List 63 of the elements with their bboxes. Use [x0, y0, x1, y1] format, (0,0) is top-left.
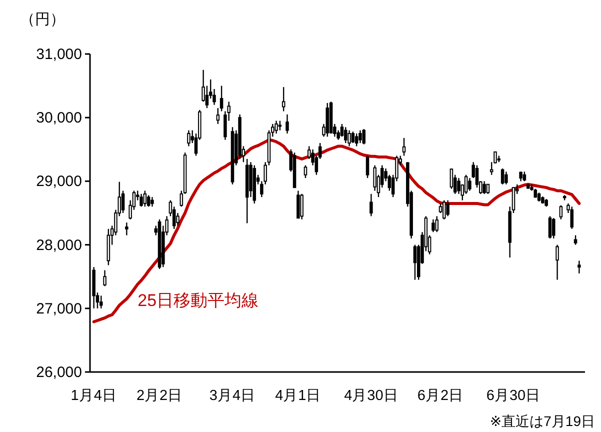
candlestick: [300, 193, 304, 220]
candlestick: [446, 200, 450, 217]
candlestick: [274, 120, 278, 134]
x-tick-label: 4月30日: [344, 388, 398, 404]
candlestick: [556, 244, 559, 280]
x-tick-label: 1月4日: [70, 388, 117, 404]
candlestick: [522, 171, 526, 182]
y-tick-label: 29,000: [36, 173, 82, 190]
y-axis-title: （円）: [20, 11, 65, 28]
candlestick: [278, 120, 282, 131]
candlestick: [559, 204, 563, 220]
candlestick: [548, 216, 552, 240]
candlestick: [402, 137, 406, 156]
candlestick: [432, 218, 435, 233]
y-tick-label: 27,000: [36, 300, 82, 318]
candlestick: [125, 222, 128, 236]
candlestick: [286, 114, 289, 134]
candlestick: [282, 86, 286, 112]
candlestick: [504, 171, 508, 185]
candlestick: [413, 244, 417, 280]
candlestick: [296, 190, 300, 219]
candlestick: [464, 174, 468, 195]
y-tick-label: 28,000: [36, 236, 82, 254]
candlestick: [304, 164, 308, 179]
candlestick: [143, 190, 147, 208]
candlestick: [140, 193, 143, 208]
candlestick: [99, 295, 103, 309]
candlestick: [370, 193, 373, 217]
candlestick: [457, 177, 460, 195]
x-tick-label: 6月30日: [486, 388, 541, 404]
candlestick: [435, 216, 438, 233]
candlestick: [358, 130, 362, 144]
x-tick-label: 4月1日: [275, 388, 322, 404]
x-tick-label: 6月2日: [417, 388, 464, 404]
candlestick: [486, 184, 490, 195]
candlestick: [578, 260, 581, 274]
candlestick: [354, 132, 358, 147]
y-tick-label: 31,000: [36, 46, 82, 63]
candlestick: [570, 206, 574, 230]
candlestick: [362, 128, 366, 145]
x-tick-label: 3月4日: [209, 388, 256, 404]
candlestick: [103, 270, 106, 287]
candlestick: [150, 196, 154, 208]
candlestick: [351, 130, 355, 144]
candlestick: [176, 212, 180, 226]
series-label: 25日移動平均線: [138, 291, 259, 310]
candlestick: [468, 177, 472, 192]
candlestick: [366, 155, 370, 179]
candlestick: [482, 180, 486, 195]
candlestick: [442, 200, 446, 220]
text: ※直近は7月19日: [490, 413, 595, 429]
y-tick-label: 30,000: [36, 110, 82, 127]
candlestick: [500, 168, 504, 185]
y-tick-label: 26,000: [36, 364, 82, 381]
candlestick: [552, 217, 556, 240]
candlestick: [574, 234, 578, 246]
candlestick: [519, 171, 522, 182]
candlestick: [146, 194, 150, 208]
candlestick: [187, 130, 190, 147]
x-tick-label: 2月2日: [136, 388, 183, 404]
candlestick: [348, 130, 351, 147]
line-series: [92, 138, 581, 324]
candlestick: [344, 126, 348, 144]
